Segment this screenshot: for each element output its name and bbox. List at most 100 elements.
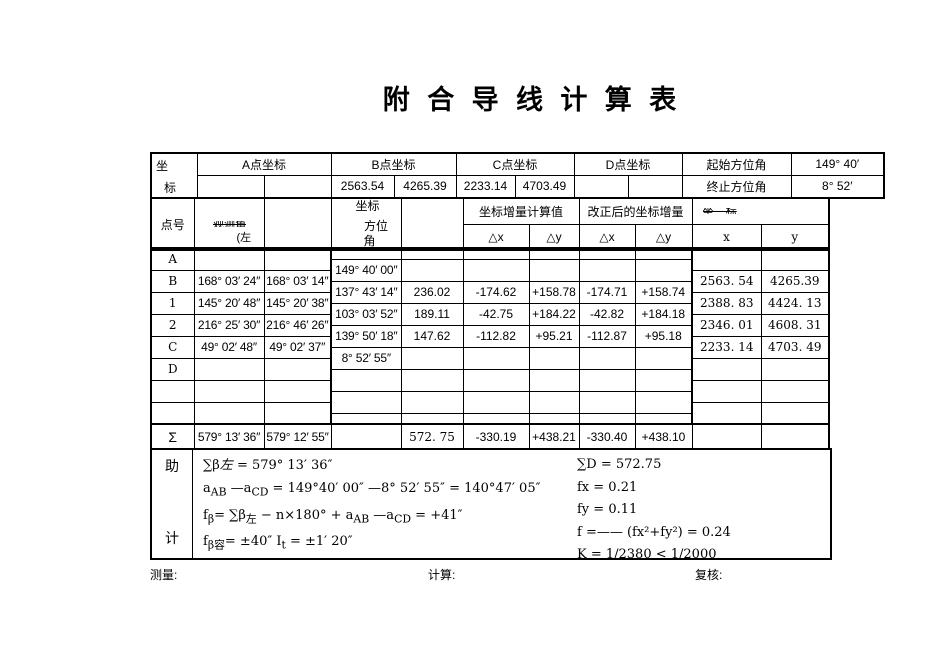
- sum-azimuth-cell: [330, 423, 402, 450]
- corrected-angle-header: [263, 197, 332, 251]
- delta-y-cell: +184.22: [528, 302, 580, 326]
- azimuth-cell: 139° 50′ 18″: [330, 324, 402, 348]
- coordinate-x-cell: [691, 247, 762, 271]
- sum-corrected-angle-cell: 579° 12′ 55″: [263, 423, 332, 450]
- azimuth-cell: 8° 52′ 55″: [330, 346, 402, 370]
- observed-angle-cell: [193, 379, 265, 403]
- sum-corrected-delta-x-cell: -330.40: [578, 423, 636, 450]
- corrected-delta-y-cell: [634, 258, 693, 282]
- coordinate-y-cell: [760, 247, 830, 271]
- empty-cell: [330, 247, 402, 260]
- point-name-cell: [150, 401, 195, 425]
- observed-angle-cell: 168° 03′ 24″: [193, 269, 265, 293]
- point-a-x-cell: [196, 174, 265, 199]
- point-b-x-cell: 2563.54: [330, 174, 395, 199]
- end-azimuth-value: 8° 52′: [790, 174, 885, 199]
- corrected-delta-y-cell: +184.18: [634, 302, 693, 326]
- corrected-angle-cell: [263, 379, 332, 403]
- point-name-cell: B: [150, 269, 195, 293]
- corrected-angle-cell: 49° 02′ 37″: [263, 335, 332, 359]
- signature-review-label: 复核:: [695, 568, 723, 582]
- coordinate-x-cell: [691, 401, 762, 425]
- distance-cell: [400, 390, 464, 414]
- aux-line-azimuth-diff: aAB —aCD = 149°40′ 00″ —8° 52′ 55″ = 140…: [203, 481, 541, 499]
- distance-cell: 189.11: [400, 302, 464, 326]
- point-name-cell: C: [150, 335, 195, 359]
- main-table-header: 点号 观测角 (左 坐标 方位 角 坐标增量计算值 改正后的坐标增量 坐 标 △…: [150, 197, 830, 251]
- start-azimuth-label: 起始方位角: [681, 152, 792, 176]
- empty-cell: [528, 247, 580, 260]
- point-angle-table: A B 168° 03′ 24″ 168° 03′ 14″ 1 145° 20′…: [150, 247, 332, 425]
- corrected-delta-x-cell: -42.82: [578, 302, 636, 326]
- corrected-angle-cell: 216° 46′ 26″: [263, 313, 332, 337]
- corrected-delta-x-cell: [578, 346, 636, 370]
- aux-line-f-total: f =—— (fx²+fy²) = 0.24: [577, 524, 731, 540]
- corrected-delta-x-cell: [578, 368, 636, 392]
- delta-y-cell: [528, 346, 580, 370]
- corrected-angle-cell: [263, 247, 332, 271]
- coordinate-header-clipped-text: 坐 标: [702, 208, 737, 215]
- corrected-angle-cell: 145° 20′ 38″: [263, 291, 332, 315]
- delta-x-cell: [462, 258, 530, 282]
- signature-survey-label: 测量:: [150, 568, 178, 582]
- delta-x-cell: -112.82: [462, 324, 530, 348]
- aux-content: ∑β左 = 579° 13′ 36″ aAB —aCD = 149°40′ 00…: [193, 450, 830, 562]
- point-c-y-cell: 4703.49: [514, 174, 575, 199]
- corrected-delta-x-cell: -112.87: [578, 324, 636, 348]
- coordinate-y-cell: 4608. 31: [760, 313, 830, 337]
- aux-label-top: 助: [165, 458, 179, 474]
- observed-angle-left-note: (左: [236, 232, 252, 244]
- calc-increment-header: 坐标增量计算值: [462, 197, 580, 225]
- coordinate-x-cell: [691, 357, 762, 381]
- azimuth-cell: 149° 40′ 00″: [330, 258, 402, 282]
- page-title: 附 合 导 线 计 算 表: [382, 85, 678, 116]
- leg-data-table: 149° 40′ 00″ 137° 43′ 14″ 236.02 -174.62…: [330, 247, 693, 425]
- sum-corrected-delta-y-cell: +438.10: [634, 423, 693, 450]
- point-c-header: C点坐标: [455, 152, 575, 176]
- coordinate-y-cell: [760, 357, 830, 381]
- observed-angle-cell: 49° 02′ 48″: [193, 335, 265, 359]
- aux-line-fx: fx = 0.21: [577, 479, 638, 495]
- delta-x-cell: [462, 346, 530, 370]
- corrected-delta-y-cell: [634, 390, 693, 414]
- empty-cell: [462, 247, 530, 260]
- point-b-y-cell: 4265.39: [393, 174, 457, 199]
- distance-cell: [400, 368, 464, 392]
- start-azimuth-value: 149° 40′: [790, 152, 885, 176]
- azimuth-cell: 103° 03′ 52″: [330, 302, 402, 326]
- point-name-cell: 1: [150, 291, 195, 315]
- distance-cell: 147.62: [400, 324, 464, 348]
- point-d-header: D点坐标: [573, 152, 683, 176]
- aux-line-f-beta-allow: fβ容= ±40″ It = ±1′ 20″: [203, 534, 353, 552]
- corner-coord-label: 坐 标: [150, 152, 198, 199]
- delta-y-cell: [528, 258, 580, 282]
- delta-y-cell: +95.21: [528, 324, 580, 348]
- coordinate-x-cell: 2233. 14: [691, 335, 762, 359]
- empty-cell: [400, 247, 464, 260]
- point-a-y-cell: [263, 174, 332, 199]
- empty-cell: [634, 247, 693, 260]
- aux-line-f-beta: fβ= ∑β左 − n×180° + aAB —aCD = +41″: [203, 507, 463, 526]
- point-c-x-cell: 2233.14: [455, 174, 516, 199]
- distance-cell: [400, 346, 464, 370]
- corrected-angle-cell: 168° 03′ 14″: [263, 269, 332, 293]
- coordinate-y-cell: [760, 401, 830, 425]
- coordinate-y-cell: 4424. 13: [760, 291, 830, 315]
- delta-x-cell: [462, 368, 530, 392]
- point-name-cell: D: [150, 357, 195, 381]
- delta-y-cell: [528, 390, 580, 414]
- point-name-cell: 2: [150, 313, 195, 337]
- aux-line-k-ratio: K = 1/2380 < 1/2000: [577, 547, 717, 562]
- delta-y-cell: [528, 368, 580, 392]
- coordinate-y-cell: [760, 379, 830, 403]
- point-a-header: A点坐标: [196, 152, 332, 176]
- known-points-table: 坐 标 A点坐标 B点坐标 C点坐标 D点坐标 起始方位角 149° 40′ 2…: [150, 152, 885, 199]
- azimuth-cell: [330, 390, 402, 414]
- delta-y-corr-header: △y: [634, 223, 693, 251]
- point-number-header: 点号: [150, 197, 195, 251]
- azimuth-header: 坐标 方位 角: [330, 197, 402, 251]
- coordinate-x-cell: [691, 379, 762, 403]
- coordinate-x-cell: 2346. 01: [691, 313, 762, 337]
- azimuth-cell: [330, 368, 402, 392]
- sum-delta-x-cell: -330.19: [462, 423, 530, 450]
